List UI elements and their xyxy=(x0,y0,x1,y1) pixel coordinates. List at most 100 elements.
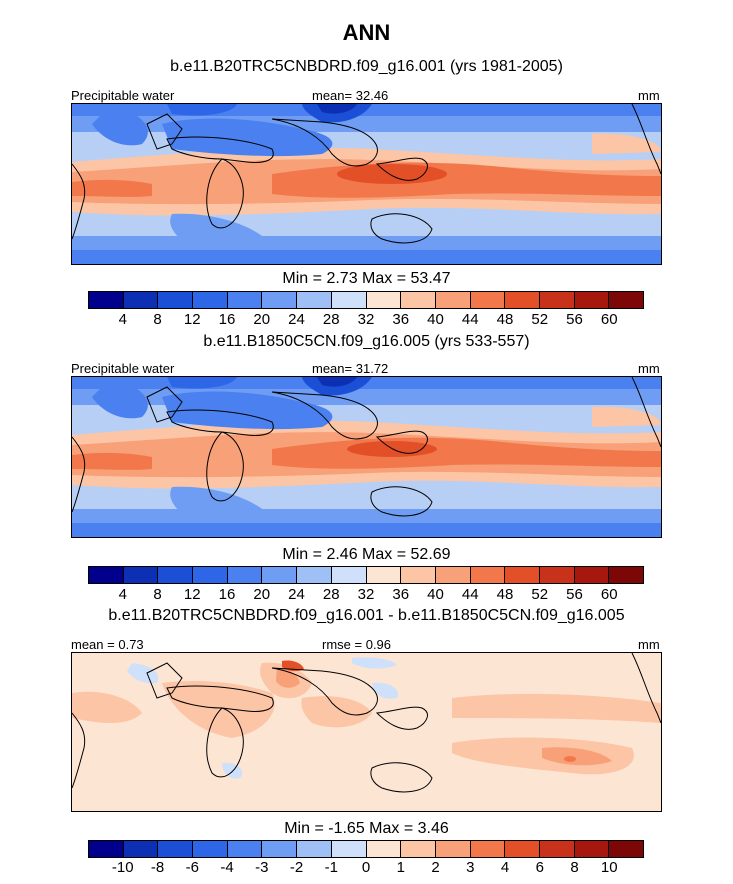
colorbar-swatch xyxy=(505,567,540,583)
panel1-map xyxy=(71,103,662,265)
colorbar-swatch xyxy=(609,567,643,583)
colorbar-swatch xyxy=(158,292,194,308)
panel2-min-value: 2.46 xyxy=(326,546,358,563)
colorbar-swatch xyxy=(297,841,332,857)
colorbar-swatch xyxy=(227,292,263,308)
colorbar-swatch xyxy=(262,841,298,857)
panel1-max-value: 53.47 xyxy=(410,270,451,287)
colorbar-tick-label: 0 xyxy=(361,859,371,876)
colorbar-tick-label: 60 xyxy=(600,586,618,603)
panel2-min-label: Min = xyxy=(282,546,322,563)
colorbar-swatch xyxy=(123,292,159,308)
panel2-case-title: b.e11.B1850C5CN.f09_g16.005 (yrs 533-557… xyxy=(203,333,530,350)
panel1-mean-label: mean= xyxy=(312,88,353,103)
colorbar-tick-label: 1 xyxy=(396,859,405,876)
figure-title: ANN xyxy=(342,20,391,45)
colorbar-swatch xyxy=(470,841,506,857)
colorbar-tick-label: 20 xyxy=(253,311,271,328)
colorbar-tick-label: 52 xyxy=(531,586,549,603)
panel1-minmax: Min = 2.73 Max = 53.47 xyxy=(0,270,733,288)
colorbar-tick-label: 44 xyxy=(461,586,479,603)
colorbar-swatch xyxy=(193,841,228,857)
colorbar-swatch xyxy=(193,292,228,308)
colorbar-tick-label: 28 xyxy=(322,311,340,328)
colorbar-swatch xyxy=(158,567,194,583)
panel2-colorbar xyxy=(88,566,644,584)
colorbar-swatch xyxy=(366,567,402,583)
colorbar-swatch xyxy=(574,841,610,857)
colorbar-tick-label: -2 xyxy=(289,859,304,876)
panel1-mean-value: 32.46 xyxy=(355,88,389,103)
colorbar-swatch xyxy=(262,292,298,308)
colorbar-tick-label: 10 xyxy=(600,859,618,876)
colorbar-swatch xyxy=(331,292,367,308)
colorbar-swatch xyxy=(401,841,436,857)
colorbar-tick-label: 36 xyxy=(392,311,410,328)
colorbar-swatch xyxy=(574,567,610,583)
panel3-units: mm xyxy=(638,637,660,652)
panel3-rmse-label: rmse = xyxy=(322,637,363,652)
colorbar-tick-label: 4 xyxy=(500,859,510,876)
colorbar-swatch xyxy=(262,567,298,583)
panel1-colorbar-labels: 4 8 12 16 20 24 28 32 36 40 44 48 52 56 60 xyxy=(88,311,644,331)
colorbar-tick-label: 60 xyxy=(600,311,618,328)
colorbar-swatch xyxy=(123,567,159,583)
colorbar-tick-label: 40 xyxy=(427,311,444,328)
panel2-units: mm xyxy=(638,361,660,376)
colorbar-swatch xyxy=(366,841,402,857)
colorbar-tick-label: 3 xyxy=(466,859,475,876)
colorbar-tick-label: 24 xyxy=(288,311,305,328)
colorbar-tick-label: 12 xyxy=(183,586,201,603)
colorbar-tick-label: 4 xyxy=(118,586,127,603)
colorbar-swatch xyxy=(539,567,575,583)
panel1-units: mm xyxy=(638,88,660,103)
panel3-min-label: Min = xyxy=(284,820,324,837)
panel1-min-value: 2.73 xyxy=(326,270,358,287)
colorbar-tick-label: 12 xyxy=(183,311,201,328)
panel3-minmax: Min = -1.65 Max = 3.46 xyxy=(0,820,733,838)
panel3-rmse-value: 0.96 xyxy=(365,637,392,652)
colorbar-tick-label: 36 xyxy=(392,586,410,603)
panel2-variable-label: Precipitable water xyxy=(71,361,175,376)
panel2-mean-value: 31.72 xyxy=(355,361,389,376)
colorbar-swatch xyxy=(574,292,610,308)
colorbar-swatch xyxy=(89,567,124,583)
colorbar-swatch xyxy=(539,841,575,857)
colorbar-swatch xyxy=(331,567,367,583)
panel1-case-title: b.e11.B20TRC5CNBDRD.f09_g16.001 (yrs 198… xyxy=(170,58,563,75)
panel1-map-field xyxy=(72,104,661,264)
colorbar-swatch xyxy=(297,567,332,583)
colorbar-tick-label: 52 xyxy=(531,311,549,328)
colorbar-tick-label: 8 xyxy=(153,586,162,603)
colorbar-tick-label: -10 xyxy=(111,859,134,876)
colorbar-swatch xyxy=(505,292,540,308)
panel1-variable-label: Precipitable water xyxy=(71,88,175,103)
panel2-mean: mean= 31.72 xyxy=(312,361,388,376)
colorbar-tick-label: 8 xyxy=(570,859,579,876)
colorbar-swatch xyxy=(435,841,471,857)
panel3-mean-value: 0.73 xyxy=(118,637,144,652)
colorbar-tick-label: 16 xyxy=(218,311,236,328)
colorbar-tick-label: -3 xyxy=(255,859,269,876)
colorbar-tick-label: 44 xyxy=(461,311,479,328)
colorbar-tick-label: 6 xyxy=(535,859,544,876)
colorbar-swatch xyxy=(227,841,263,857)
panel3-max-value: 3.46 xyxy=(417,820,449,837)
colorbar-swatch xyxy=(297,292,332,308)
panel3-mean-label: mean = xyxy=(71,637,115,652)
panel2-mean-label: mean= xyxy=(312,361,353,376)
colorbar-tick-label: -1 xyxy=(324,859,338,876)
panel3-colorbar-labels: -10 -8 -6 -4 -3 -2 -1 0 1 2 3 4 6 8 10 xyxy=(88,859,644,879)
colorbar-tick-label: 4 xyxy=(118,311,127,328)
panel2-max-label: Max = xyxy=(362,546,407,563)
colorbar-tick-label: 20 xyxy=(253,586,271,603)
panel1-colorbar xyxy=(88,291,644,309)
colorbar-swatch xyxy=(609,841,643,857)
panel2-minmax: Min = 2.46 Max = 52.69 xyxy=(0,546,733,564)
colorbar-swatch xyxy=(401,567,436,583)
colorbar-swatch xyxy=(193,567,228,583)
colorbar-tick-label: 56 xyxy=(566,586,583,603)
colorbar-tick-label: -6 xyxy=(185,859,199,876)
panel2-map xyxy=(71,376,662,538)
colorbar-swatch xyxy=(539,292,575,308)
